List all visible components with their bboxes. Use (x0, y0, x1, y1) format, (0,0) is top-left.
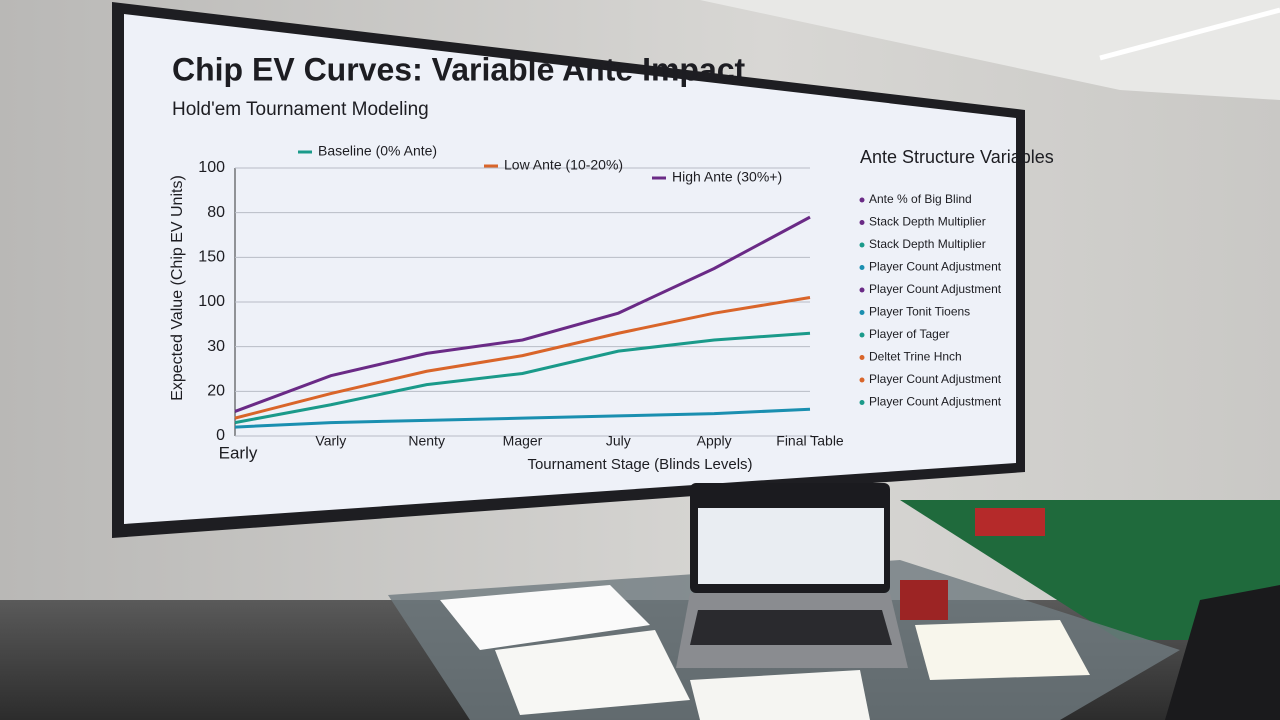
legend-label: Baseline (0% Ante) (318, 143, 437, 159)
panel-item: Stack Depth Multiplier (869, 215, 986, 229)
x-tick-label: Early (219, 443, 258, 462)
x-tick-label: July (606, 433, 631, 449)
x-tick-label: Apply (697, 433, 732, 449)
keyboard (690, 610, 892, 645)
series-line (234, 407, 811, 429)
x-tick-label: Varly (315, 433, 346, 449)
paper (690, 670, 870, 720)
y-tick-label: 150 (198, 249, 225, 266)
chips (975, 508, 1045, 536)
bullet (859, 287, 865, 293)
legend-label: Low Ante (10-20%) (504, 157, 623, 173)
screen (124, 14, 1016, 524)
chips (900, 580, 948, 620)
laptop-display (698, 508, 884, 584)
y-tick-label: 100 (198, 159, 225, 176)
chart-title: Chip EV Curves: Variable Ante Impact (172, 51, 746, 87)
y-tick-label: 80 (207, 204, 225, 221)
panel-item: Player Count Adjustment (869, 395, 1002, 409)
chair (1165, 585, 1280, 720)
bullet (859, 377, 865, 383)
y-tick-label: 30 (207, 338, 225, 355)
x-tick-label: Mager (503, 433, 543, 449)
ceiling-light (1099, 7, 1280, 61)
legend-label: High Ante (30%+) (672, 169, 782, 185)
y-tick-label: 100 (198, 293, 225, 310)
panel-title: Ante Structure Variables (860, 147, 1054, 167)
series-line (234, 331, 811, 425)
series-line (234, 215, 811, 413)
panel-item: Ante % of Big Blind (869, 192, 972, 206)
ceiling (700, 0, 1280, 100)
bullet (859, 355, 865, 360)
notepad (915, 620, 1090, 680)
bullet (859, 197, 865, 203)
bullet (859, 265, 865, 270)
panel-item: Player of Tager (869, 327, 950, 341)
panel-item: Player Count Adjustment (869, 282, 1002, 296)
y-tick-label: 20 (207, 383, 225, 400)
y-axis-label: Expected Value (Chip EV Units) (169, 175, 186, 401)
x-tick-label: Final Table (776, 433, 844, 449)
panel-item: Stack Depth Multiplier (869, 237, 986, 251)
panel-item: Player Count Adjustment (869, 260, 1002, 274)
bullet (859, 400, 865, 405)
chart-subtitle: Hold'em Tournament Modeling (172, 99, 429, 120)
bullet (859, 332, 865, 338)
x-axis-label: Tournament Stage (Blinds Levels) (527, 456, 752, 473)
bullet (859, 310, 865, 315)
paper (495, 630, 690, 715)
bullet (859, 242, 865, 248)
panel-item: Player Count Adjustment (869, 372, 1002, 386)
series-line (234, 296, 811, 420)
bullet (859, 220, 865, 225)
x-tick-label: Nenty (408, 433, 445, 449)
panel-item: Player Tonit Tioens (869, 305, 970, 319)
panel-item: Deltet Trine Hnch (869, 350, 962, 364)
paper (440, 585, 650, 650)
y-tick-label: 0 (216, 427, 225, 444)
